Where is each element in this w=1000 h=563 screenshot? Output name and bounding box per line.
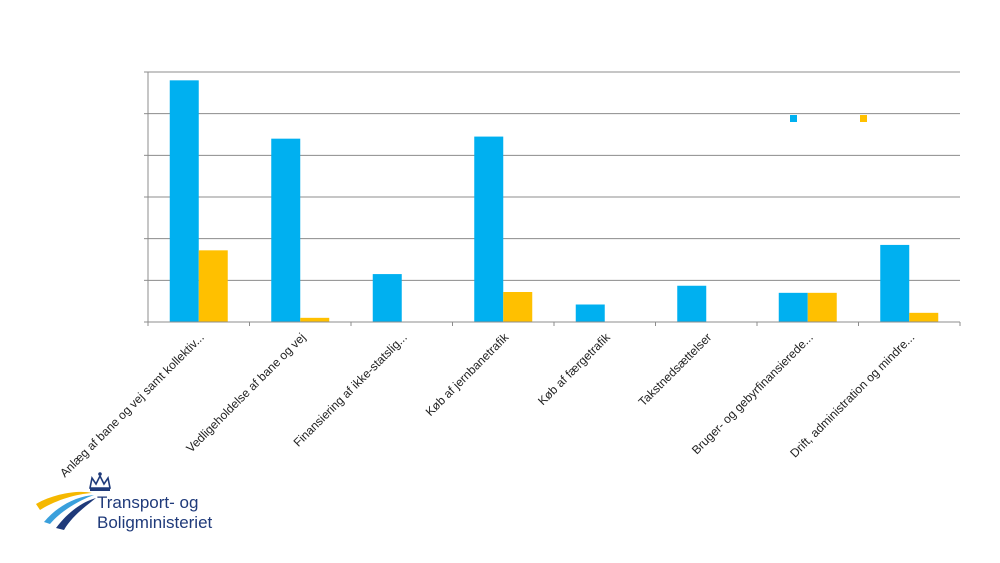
- logo-line2: Boligministeriet: [97, 513, 213, 532]
- x-tick-label-8: Drift, administration og mindre...: [787, 330, 917, 460]
- x-tick-label-2: Vedligeholdelse af bane og vej: [183, 330, 308, 455]
- x-tick-label-4: Køb af jernbanetrafik: [423, 330, 512, 419]
- x-tick-label-6: Takstnedsættelser: [636, 330, 715, 409]
- bar-s1-7: [778, 292, 808, 322]
- bar-s2-2: [300, 317, 330, 322]
- bar-s1-8: [880, 244, 910, 322]
- bar-s2-7: [807, 292, 837, 322]
- bar-s2-1: [198, 250, 228, 322]
- swoosh-icon: [36, 491, 96, 530]
- x-tick-label-1: Anlæg af bane og vej samt kollektiv...: [57, 330, 207, 480]
- legend-marker-2: [860, 115, 867, 122]
- bar-s2-4: [503, 292, 533, 322]
- bar-s1-3: [372, 274, 402, 322]
- crown-icon: [89, 472, 111, 491]
- logo-line1: Transport- og: [97, 493, 198, 512]
- axes: [147, 72, 961, 326]
- legend-marker-1: [790, 115, 797, 122]
- bar-s1-1: [169, 80, 199, 322]
- x-tick-label-3: Finansiering af ikke-statslig...: [291, 330, 410, 449]
- gridlines: [144, 71, 960, 323]
- bar-s2-8: [909, 312, 939, 322]
- bars: [169, 80, 939, 322]
- logo: Transport- og Boligministeriet: [36, 472, 213, 532]
- bar-s1-2: [271, 138, 301, 322]
- x-tick-labels: Anlæg af bane og vej samt kollektiv...Ve…: [57, 330, 917, 481]
- bar-s1-6: [677, 285, 707, 322]
- x-tick-label-5: Køb af færgetrafik: [535, 330, 614, 409]
- x-tick-label-7: Bruger- og gebyrfinansierede...: [689, 330, 816, 457]
- bar-s1-5: [575, 304, 605, 322]
- legend: [790, 115, 867, 122]
- bar-s1-4: [474, 136, 504, 322]
